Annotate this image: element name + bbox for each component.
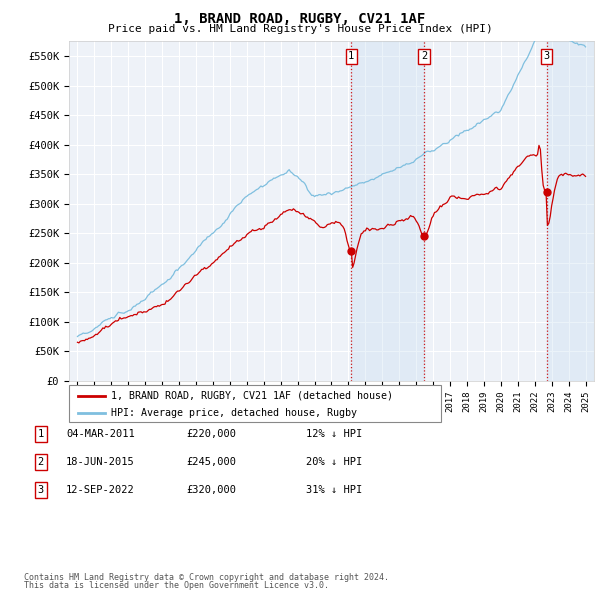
Text: This data is licensed under the Open Government Licence v3.0.: This data is licensed under the Open Gov… [24,581,329,590]
Text: £245,000: £245,000 [186,457,236,467]
Text: £320,000: £320,000 [186,486,236,495]
Text: Contains HM Land Registry data © Crown copyright and database right 2024.: Contains HM Land Registry data © Crown c… [24,572,389,582]
Text: 3: 3 [38,486,44,495]
Text: 2: 2 [421,51,427,61]
Text: 31% ↓ HPI: 31% ↓ HPI [306,486,362,495]
Bar [547,41,594,381]
Text: HPI: Average price, detached house, Rugby: HPI: Average price, detached house, Rugb… [111,408,357,418]
Text: 1, BRAND ROAD, RUGBY, CV21 1AF: 1, BRAND ROAD, RUGBY, CV21 1AF [175,12,425,26]
Text: 04-MAR-2011: 04-MAR-2011 [66,429,135,438]
Text: 12-SEP-2022: 12-SEP-2022 [66,486,135,495]
Text: Price paid vs. HM Land Registry's House Price Index (HPI): Price paid vs. HM Land Registry's House … [107,24,493,34]
Text: 1: 1 [38,429,44,438]
Text: 18-JUN-2015: 18-JUN-2015 [66,457,135,467]
Bar [352,41,424,381]
Text: 1, BRAND ROAD, RUGBY, CV21 1AF (detached house): 1, BRAND ROAD, RUGBY, CV21 1AF (detached… [111,391,393,401]
Text: 3: 3 [544,51,550,61]
Text: 20% ↓ HPI: 20% ↓ HPI [306,457,362,467]
Text: £220,000: £220,000 [186,429,236,438]
Text: 12% ↓ HPI: 12% ↓ HPI [306,429,362,438]
Text: 2: 2 [38,457,44,467]
Text: 1: 1 [348,51,355,61]
